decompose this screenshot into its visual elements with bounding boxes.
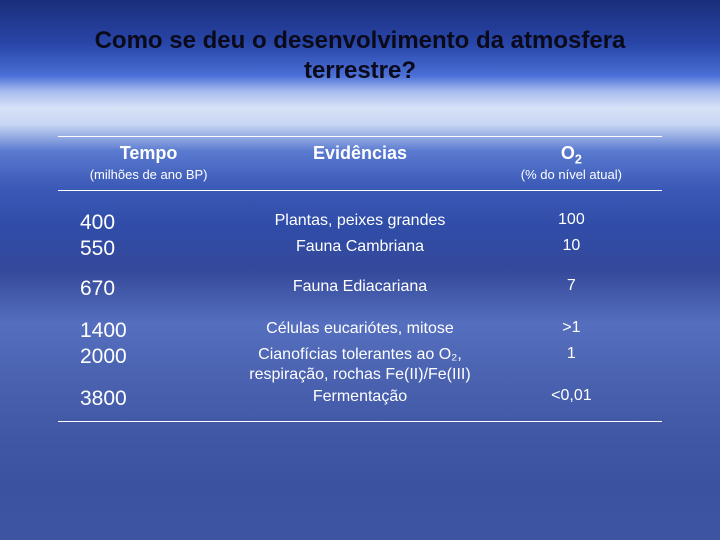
o2-label-sub: 2 bbox=[575, 153, 582, 167]
evidence-cell: Cianofícias tolerantes ao O₂, respiração… bbox=[239, 345, 481, 385]
table-row: 3800Fermentação<0,01 bbox=[58, 387, 662, 411]
col-subheader-time: (milhões de ano BP) bbox=[58, 167, 239, 182]
o2-cell: >1 bbox=[481, 319, 662, 337]
slide-title: Como se deu o desenvolvimento da atmosfe… bbox=[0, 0, 720, 86]
time-cell: 550 bbox=[58, 237, 239, 261]
col-subheader-o2: (% do nível atual) bbox=[481, 167, 662, 182]
time-cell: 1400 bbox=[58, 319, 239, 343]
evidence-cell: Plantas, peixes grandes bbox=[239, 211, 481, 231]
table-row: 550Fauna Cambriana10 bbox=[58, 237, 662, 261]
o2-label-prefix: O bbox=[561, 143, 575, 163]
col-subheader-evidence bbox=[239, 167, 481, 182]
atmosphere-table: Tempo Evidências O2 (milhões de ano BP) … bbox=[58, 136, 662, 422]
col-header-evidence: Evidências bbox=[239, 143, 481, 167]
time-cell: 670 bbox=[58, 277, 239, 301]
table-rule-mid bbox=[58, 190, 662, 191]
table-rule-bottom bbox=[58, 421, 662, 422]
table-header-row: Tempo Evidências O2 bbox=[58, 137, 662, 167]
evidence-cell: Fauna Ediacariana bbox=[239, 277, 481, 297]
o2-cell: 7 bbox=[481, 277, 662, 295]
o2-cell: 1 bbox=[481, 345, 662, 363]
time-cell: 3800 bbox=[58, 387, 239, 411]
time-cell: 2000 bbox=[58, 345, 239, 369]
table-row: 400Plantas, peixes grandes100 bbox=[58, 211, 662, 235]
col-header-time: Tempo bbox=[58, 143, 239, 167]
o2-cell: 10 bbox=[481, 237, 662, 255]
table-row: 670Fauna Ediacariana7 bbox=[58, 277, 662, 301]
evidence-cell: Fauna Cambriana bbox=[239, 237, 481, 257]
o2-cell: 100 bbox=[481, 211, 662, 229]
evidence-cell: Fermentação bbox=[239, 387, 481, 407]
o2-cell: <0,01 bbox=[481, 387, 662, 405]
time-cell: 400 bbox=[58, 211, 239, 235]
table-subheader-row: (milhões de ano BP) (% do nível atual) bbox=[58, 167, 662, 190]
table-row: 2000Cianofícias tolerantes ao O₂, respir… bbox=[58, 345, 662, 385]
evidence-cell: Células eucariótes, mitose bbox=[239, 319, 481, 339]
table-body: 400Plantas, peixes grandes100550Fauna Ca… bbox=[58, 211, 662, 421]
col-header-o2: O2 bbox=[481, 143, 662, 167]
table-row: 1400Células eucariótes, mitose>1 bbox=[58, 319, 662, 343]
